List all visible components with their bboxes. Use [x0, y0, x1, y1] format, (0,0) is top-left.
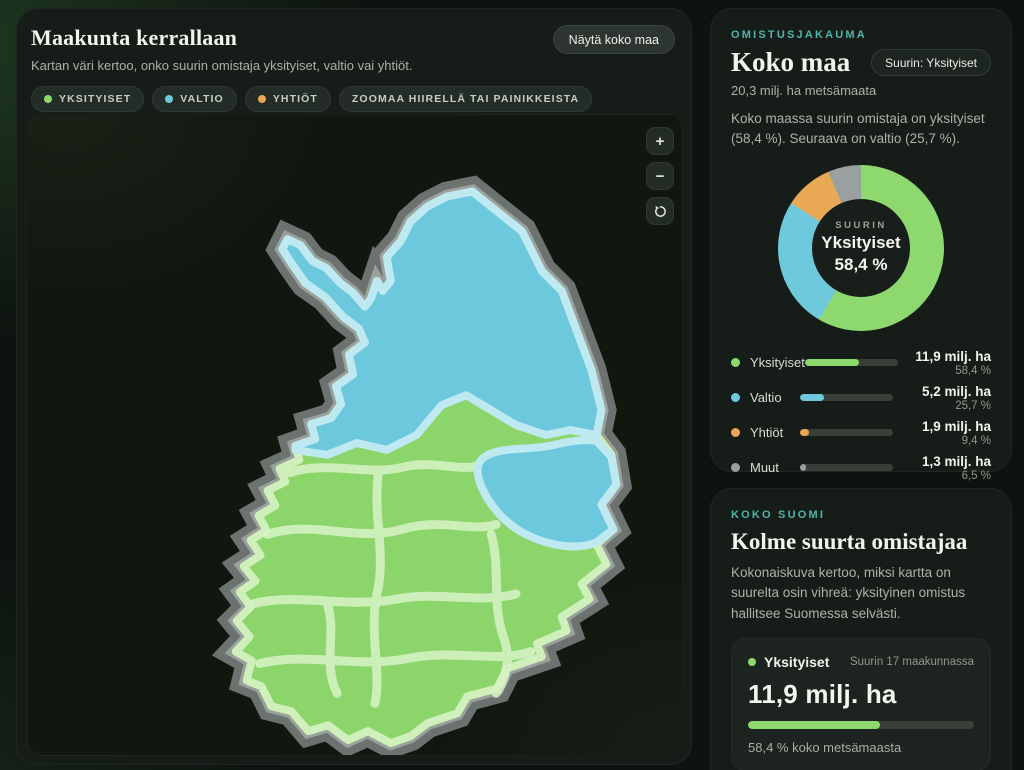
private-color-dot	[44, 95, 52, 103]
legend-bar-track	[804, 359, 898, 366]
legend-bar-track	[800, 464, 893, 471]
chip-state-label: VALTIO	[180, 93, 224, 105]
summary-eyebrow: KOKO SUOMI	[731, 509, 826, 521]
region-borders	[248, 460, 536, 708]
owner-color-dot	[748, 657, 756, 666]
legend-bar-track	[800, 394, 893, 401]
legend-bar-fill	[800, 464, 807, 471]
legend-dot	[731, 463, 740, 472]
ownership-description: Koko maassa suurin omistaja on yksityise…	[731, 111, 985, 147]
legend-dot	[731, 428, 740, 437]
legend-row-private[interactable]: Yksityiset 11,9 milj. ha 58,4 %	[731, 349, 991, 377]
owner-name: Yksityiset	[764, 653, 830, 670]
donut-center: SUURIN Yksityiset 58,4 %	[812, 198, 910, 297]
chip-private-label: YKSITYISET	[59, 93, 132, 105]
chip-zoom-hint-label: ZOOMAA HIIRELLÄ TAI PAINIKKEISTA	[351, 93, 580, 105]
chip-private[interactable]: YKSITYISET	[31, 86, 145, 112]
legend-values: 1,3 milj. ha 6,5 %	[905, 454, 991, 482]
companies-color-dot	[257, 95, 266, 103]
donut-center-value: 58,4 %	[834, 255, 888, 274]
legend-row-others[interactable]: Muut 1,3 milj. ha 6,5 %	[731, 454, 991, 482]
chip-companies-label: YHTIÖT	[272, 93, 318, 105]
finland-map[interactable]: + −	[27, 114, 683, 756]
legend-bar-track	[800, 429, 893, 436]
ownership-donut-chart[interactable]: SUURIN Yksityiset 58,4 %	[778, 164, 944, 331]
summary-title: Kolme suurta omistajaa	[731, 529, 968, 554]
region-lapland-state[interactable]	[278, 187, 606, 459]
reset-icon	[654, 205, 666, 217]
legend-percent: 58,4 %	[955, 364, 991, 377]
legend-values: 1,9 milj. ha 9,4 %	[905, 419, 991, 447]
ownership-title: Koko maa	[731, 47, 851, 77]
chip-companies[interactable]: YHTIÖT	[244, 86, 331, 112]
legend-values: 5,2 milj. ha 25,7 %	[905, 384, 991, 412]
legend-label: Muut	[750, 460, 779, 475]
owner-summary-box[interactable]: Yksityiset Suurin 17 maakunnassa 11,9 mi…	[731, 637, 991, 770]
map-legend-chips: YKSITYISET VALTIO YHTIÖT ZOOMAA HIIRELLÄ…	[31, 86, 675, 112]
legend-percent: 25,7 %	[955, 399, 991, 412]
whole-finland-card: KOKO SUOMI Kolme suurta omistajaa Kokona…	[710, 488, 1012, 770]
legend-label: Yhtiöt	[750, 425, 784, 440]
legend-row-companies[interactable]: Yhtiöt 1,9 milj. ha 9,4 %	[731, 419, 991, 447]
largest-owner-badge[interactable]: Suurin: Yksityiset	[871, 49, 991, 76]
legend-bar-fill	[804, 359, 860, 366]
legend-amount: 11,9 milj. ha	[915, 348, 991, 364]
zoom-in-button[interactable]: +	[646, 127, 674, 155]
legend-label: Valtio	[750, 390, 782, 405]
chip-zoom-hint: ZOOMAA HIIRELLÄ TAI PAINIKKEISTA	[338, 86, 593, 112]
ownership-eyebrow: OMISTUSJAKAUMA	[731, 29, 867, 41]
summary-description: Kokonaiskuva kertoo, miksi kartta on suu…	[731, 565, 966, 621]
owner-note: Suurin 17 maakunnassa	[849, 655, 974, 668]
show-whole-country-button[interactable]: Näytä koko maa	[552, 25, 675, 54]
legend-amount: 1,9 milj. ha	[921, 418, 991, 434]
zoom-out-button[interactable]: −	[646, 162, 674, 190]
legend-amount: 5,2 milj. ha	[921, 383, 991, 399]
owner-bar-track	[748, 720, 974, 729]
legend-percent: 6,5 %	[961, 469, 991, 482]
legend-row-state[interactable]: Valtio 5,2 milj. ha 25,7 %	[731, 384, 991, 412]
region-kainuu-state[interactable]	[473, 436, 621, 551]
donut-center-kicker: SUURIN	[835, 220, 887, 231]
owner-name-wrap: Yksityiset	[748, 654, 829, 670]
legend-percent: 9,4 %	[961, 434, 991, 447]
page-subtitle: Kartan väri kertoo, onko suurin omistaja…	[31, 58, 413, 73]
legend-label: Yksityiset	[750, 355, 805, 370]
map-panel: Maakunta kerrallaan Kartan väri kertoo, …	[16, 8, 692, 765]
chip-state[interactable]: VALTIO	[152, 86, 237, 112]
map-panel-header: Maakunta kerrallaan Kartan väri kertoo, …	[17, 9, 691, 112]
legend-dot	[731, 393, 740, 402]
legend-values: 11,9 milj. ha 58,4 %	[910, 349, 991, 377]
map-zoom-controls: + −	[646, 127, 674, 225]
ownership-legend: Yksityiset 11,9 milj. ha 58,4 % Valtio 5…	[731, 349, 991, 482]
legend-dot	[731, 358, 740, 367]
owner-amount: 11,9 milj. ha	[748, 678, 897, 709]
state-color-dot	[165, 95, 174, 103]
owner-bar-fill	[748, 720, 880, 729]
finland-map-svg	[211, 175, 633, 755]
owner-caption: 58,4 % koko metsämaasta	[748, 739, 902, 755]
forest-area-subtitle: 20,3 milj. ha metsämaata	[731, 83, 877, 98]
page-title: Maakunta kerrallaan	[31, 25, 238, 50]
legend-amount: 1,3 milj. ha	[921, 453, 991, 469]
reset-view-button[interactable]	[646, 197, 674, 225]
legend-bar-fill	[800, 429, 809, 436]
donut-center-name: Yksityiset	[821, 233, 901, 252]
legend-bar-fill	[800, 394, 824, 401]
ownership-distribution-card: OMISTUSJAKAUMA Koko maa Suurin: Yksityis…	[710, 8, 1012, 482]
